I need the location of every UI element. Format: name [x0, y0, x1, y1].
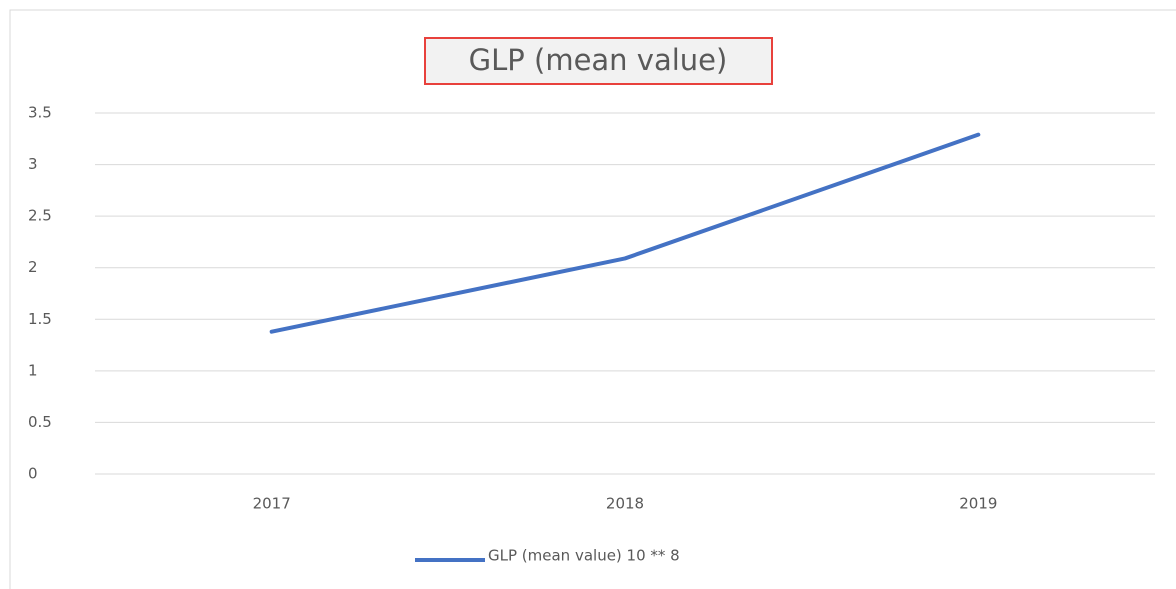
y-tick-label: 3 — [28, 155, 38, 173]
y-tick-label: 1 — [28, 361, 38, 379]
y-tick-label: 0 — [28, 465, 38, 483]
legend-label: GLP (mean value) 10 ** 8 — [488, 547, 680, 565]
title-box — [424, 37, 773, 85]
y-tick-label: 0.5 — [28, 413, 52, 431]
chart-border — [9, 9, 1176, 589]
x-tick-label: 2019 — [959, 495, 997, 513]
chart-title: GLP (mean value) — [469, 43, 728, 77]
line-series — [269, 132, 981, 334]
x-tick-label: 2018 — [606, 495, 644, 513]
y-tick-label: 3.5 — [28, 104, 52, 122]
y-tick-label: 2 — [28, 258, 38, 276]
x-tick-label: 2017 — [253, 495, 291, 513]
y-tick-label: 2.5 — [28, 207, 52, 225]
y-tick-label: 1.5 — [28, 310, 52, 328]
